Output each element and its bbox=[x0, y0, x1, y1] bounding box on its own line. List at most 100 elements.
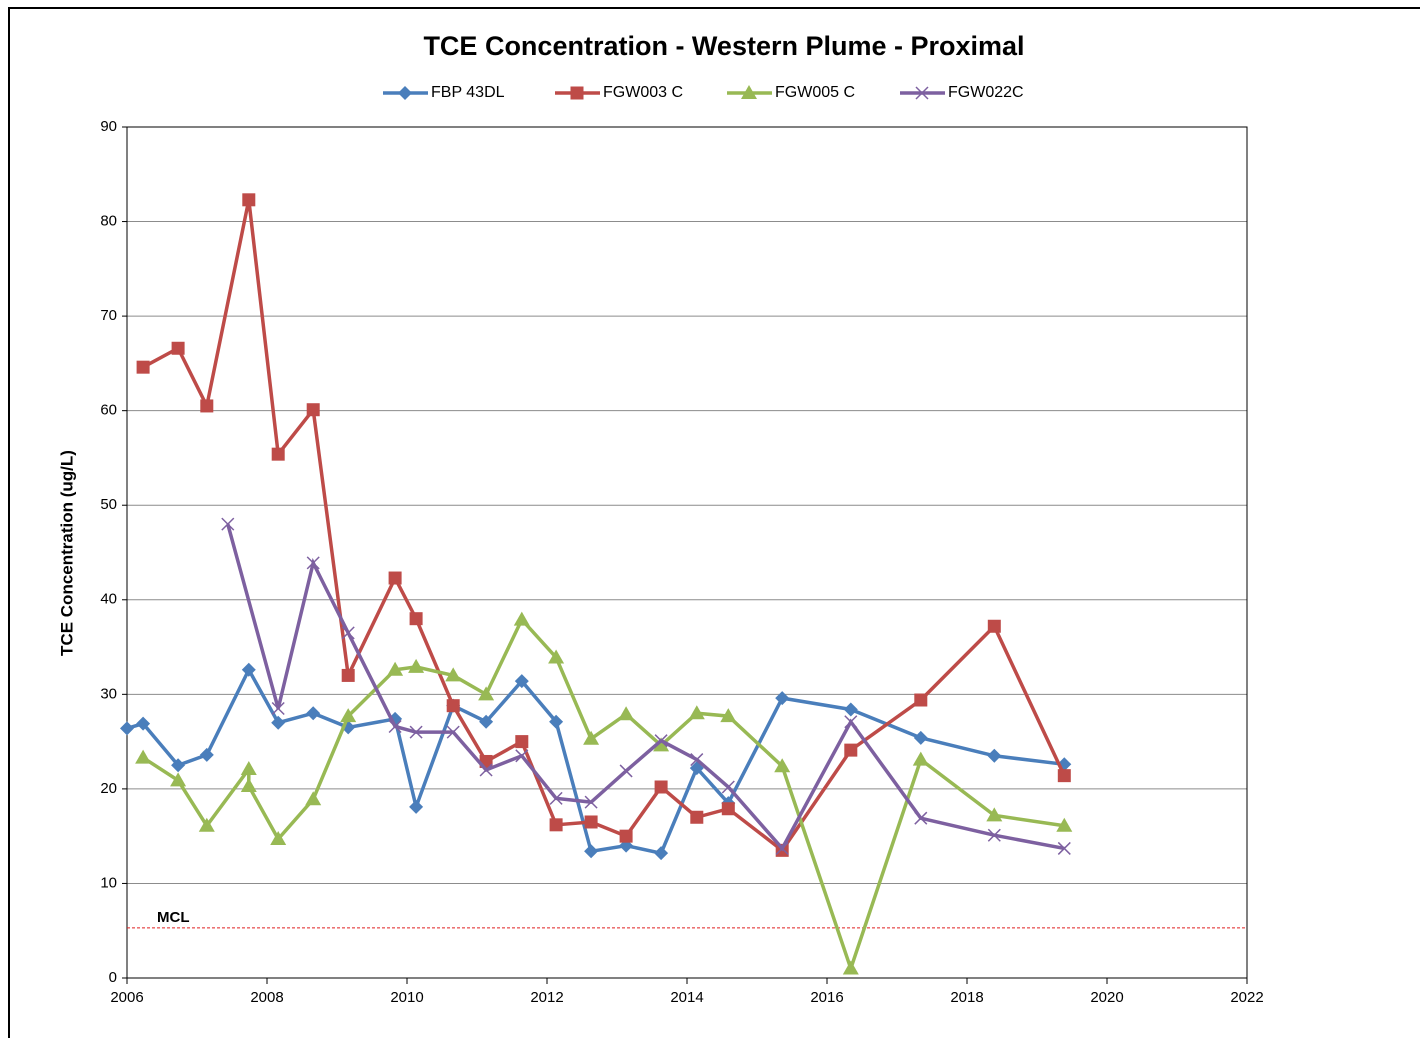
data-point bbox=[479, 714, 494, 729]
data-point bbox=[914, 811, 928, 825]
data-point bbox=[241, 662, 256, 677]
y-tick-label: 20 bbox=[100, 780, 117, 797]
data-point bbox=[120, 721, 134, 736]
data-point bbox=[1057, 841, 1071, 855]
x-tick-label: 2010 bbox=[390, 989, 423, 1006]
chart-frame bbox=[8, 7, 1420, 1038]
x-tick-label: 2014 bbox=[670, 989, 703, 1006]
data-point bbox=[548, 649, 565, 664]
data-point bbox=[775, 841, 789, 855]
data-point bbox=[240, 778, 257, 793]
data-point bbox=[619, 764, 633, 778]
data-point bbox=[843, 702, 858, 717]
data-point bbox=[341, 668, 355, 682]
data-point bbox=[271, 715, 286, 730]
data-point bbox=[721, 802, 735, 816]
data-point bbox=[720, 708, 737, 723]
y-tick-label: 10 bbox=[100, 874, 117, 891]
data-point bbox=[912, 751, 929, 766]
legend-marker bbox=[741, 85, 757, 99]
data-point bbox=[1056, 817, 1073, 832]
data-point bbox=[388, 719, 402, 734]
x-tick-label: 2018 bbox=[950, 989, 983, 1006]
data-point bbox=[306, 706, 321, 721]
y-axis-label: TCE Concentration (ug/L) bbox=[57, 450, 76, 656]
data-point bbox=[775, 691, 790, 706]
data-point bbox=[987, 828, 1001, 842]
data-point bbox=[774, 758, 791, 773]
data-point bbox=[654, 734, 668, 748]
data-point bbox=[844, 715, 858, 729]
series-line bbox=[126, 665, 1065, 856]
y-tick-label: 0 bbox=[109, 969, 117, 986]
series-line bbox=[142, 199, 1066, 853]
data-point bbox=[690, 753, 704, 767]
data-point bbox=[584, 815, 598, 829]
x-tick-label: 2016 bbox=[810, 989, 843, 1006]
y-tick-label: 30 bbox=[100, 685, 117, 702]
x-tick-label: 2012 bbox=[530, 989, 563, 1006]
data-point bbox=[409, 612, 423, 626]
data-point bbox=[584, 844, 599, 859]
data-point bbox=[515, 735, 529, 749]
data-point bbox=[136, 360, 150, 374]
legend-label: FBP 43DL bbox=[431, 84, 505, 101]
data-point bbox=[584, 795, 598, 809]
data-point bbox=[240, 761, 257, 776]
y-tick-label: 60 bbox=[100, 402, 117, 419]
data-point bbox=[583, 730, 600, 745]
data-point bbox=[388, 571, 402, 585]
y-tick-label: 70 bbox=[100, 307, 117, 324]
data-point bbox=[200, 399, 214, 413]
data-point bbox=[306, 403, 320, 417]
legend-label: FGW003 C bbox=[603, 84, 683, 101]
legend-label: FGW022C bbox=[948, 84, 1024, 101]
x-tick-label: 2020 bbox=[1090, 989, 1123, 1006]
x-tick-label: 2022 bbox=[1230, 989, 1263, 1006]
data-point bbox=[306, 556, 320, 570]
data-point bbox=[242, 193, 256, 207]
data-point bbox=[987, 748, 1002, 763]
legend-marker bbox=[398, 86, 412, 100]
data-point bbox=[618, 706, 635, 721]
data-point bbox=[688, 705, 705, 720]
data-point bbox=[136, 716, 151, 731]
data-point bbox=[387, 661, 404, 676]
x-tick-label: 2008 bbox=[250, 989, 283, 1006]
data-point bbox=[1057, 769, 1071, 783]
data-point bbox=[654, 846, 669, 861]
data-point bbox=[549, 791, 563, 805]
y-tick-label: 50 bbox=[100, 496, 117, 513]
data-point bbox=[270, 831, 287, 846]
data-point bbox=[913, 730, 928, 745]
data-point bbox=[271, 447, 285, 461]
data-point bbox=[721, 780, 735, 794]
legend-label: FGW005 C bbox=[775, 84, 855, 101]
data-point bbox=[515, 749, 529, 763]
data-point bbox=[445, 667, 462, 682]
data-point bbox=[478, 686, 495, 701]
y-tick-label: 40 bbox=[100, 591, 117, 608]
data-point bbox=[514, 674, 529, 689]
y-tick-label: 90 bbox=[100, 118, 117, 135]
data-point bbox=[408, 658, 425, 673]
data-point bbox=[653, 737, 670, 752]
data-point bbox=[513, 611, 530, 626]
data-point bbox=[987, 619, 1001, 633]
x-tick-label: 2006 bbox=[110, 989, 143, 1006]
data-point bbox=[341, 626, 355, 640]
data-point bbox=[446, 725, 460, 739]
data-point bbox=[221, 517, 235, 531]
data-point bbox=[619, 829, 633, 843]
data-point bbox=[549, 714, 564, 729]
data-point bbox=[171, 341, 185, 355]
data-point bbox=[549, 818, 563, 832]
plot-area bbox=[126, 126, 1248, 979]
data-point bbox=[914, 693, 928, 707]
legend-marker bbox=[570, 86, 584, 100]
data-point bbox=[171, 758, 186, 773]
chart-title: TCE Concentration - Western Plume - Prox… bbox=[423, 31, 1024, 61]
data-point bbox=[409, 799, 424, 814]
series-line bbox=[226, 523, 1065, 852]
